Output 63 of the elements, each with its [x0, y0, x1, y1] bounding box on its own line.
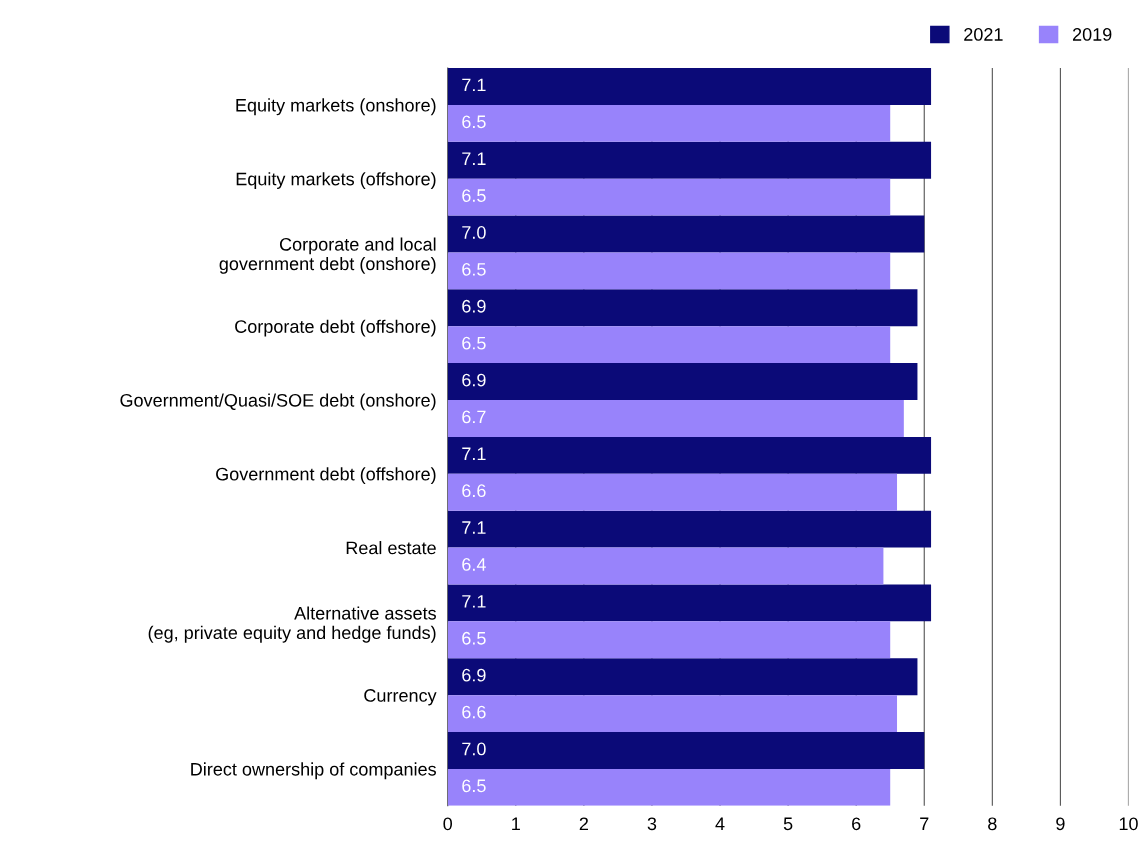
y-tick-label: Government debt (offshore)	[216, 467, 436, 485]
data-label: 6.5	[462, 336, 486, 350]
data-label: 6.6	[462, 705, 486, 719]
x-tick-label: 10	[1119, 817, 1138, 831]
y-tick-label: Equity markets (offshore)	[236, 172, 436, 189]
x-tick-label: 6	[852, 817, 861, 831]
legend-label: 2019	[1072, 28, 1112, 41]
data-label: 6.9	[462, 373, 486, 387]
bar	[447, 584, 932, 622]
bar	[447, 473, 898, 511]
bar	[447, 252, 891, 290]
x-tick-label: 5	[783, 817, 793, 831]
bar	[447, 215, 925, 253]
bar	[447, 732, 925, 769]
data-label: 7.1	[462, 595, 486, 608]
y-tick-label: Real estate	[346, 541, 436, 555]
bar	[447, 621, 891, 659]
data-label: 7.1	[462, 152, 486, 165]
data-label: 6.5	[462, 779, 486, 793]
data-label: 7.1	[462, 447, 486, 461]
bar	[447, 178, 891, 216]
bar	[447, 68, 932, 105]
bar	[447, 104, 891, 142]
data-label: 7.1	[462, 521, 486, 534]
x-tick-label: 1	[512, 817, 520, 830]
y-tick-label: Direct ownership of companies	[191, 762, 436, 780]
data-label: 6.5	[462, 189, 486, 202]
data-label: 6.6	[462, 484, 486, 498]
y-tick-label: Currency	[364, 689, 437, 706]
x-tick-label: 2	[579, 817, 588, 830]
y-tick-label: Equity markets (onshore)	[236, 98, 436, 116]
x-tick-label: 7	[920, 817, 929, 830]
y-tick-label: Corporate and local government debt (onshore)	[219, 237, 436, 274]
bar	[447, 141, 932, 179]
x-tick-label: 8	[988, 817, 997, 831]
bar	[447, 658, 918, 696]
data-label: 6.9	[462, 668, 486, 682]
x-tick-label: 9	[1056, 817, 1065, 831]
data-label: 6.5	[462, 262, 486, 276]
bar	[447, 289, 918, 327]
data-label: 7.1	[462, 78, 486, 92]
y-tick-label: Government/Quasi/SOE debt (onshore)	[120, 393, 436, 411]
bar	[447, 510, 932, 548]
data-label: 6.5	[462, 631, 486, 645]
bar	[447, 768, 891, 806]
x-tick-label: 4	[715, 817, 725, 830]
x-tick-label: 3	[647, 817, 657, 831]
bar	[447, 363, 918, 401]
legend-label: 2021	[964, 28, 1003, 41]
data-label: 7.0	[462, 226, 486, 239]
bar	[447, 326, 891, 364]
data-label: 6.4	[462, 558, 486, 571]
data-label: 6.5	[462, 115, 486, 129]
y-tick-label: Corporate debt (offshore)	[235, 319, 436, 337]
data-label: 6.7	[462, 410, 486, 424]
data-label: 7.0	[462, 742, 486, 756]
bar	[447, 400, 904, 437]
y-tick-label: Alternative assets (eg, private equity and hedge funds)	[148, 606, 436, 643]
bar	[447, 695, 898, 733]
data-label: 6.9	[462, 299, 486, 313]
bar	[447, 547, 884, 585]
x-tick-label: 0	[443, 817, 453, 831]
bar	[447, 436, 932, 474]
